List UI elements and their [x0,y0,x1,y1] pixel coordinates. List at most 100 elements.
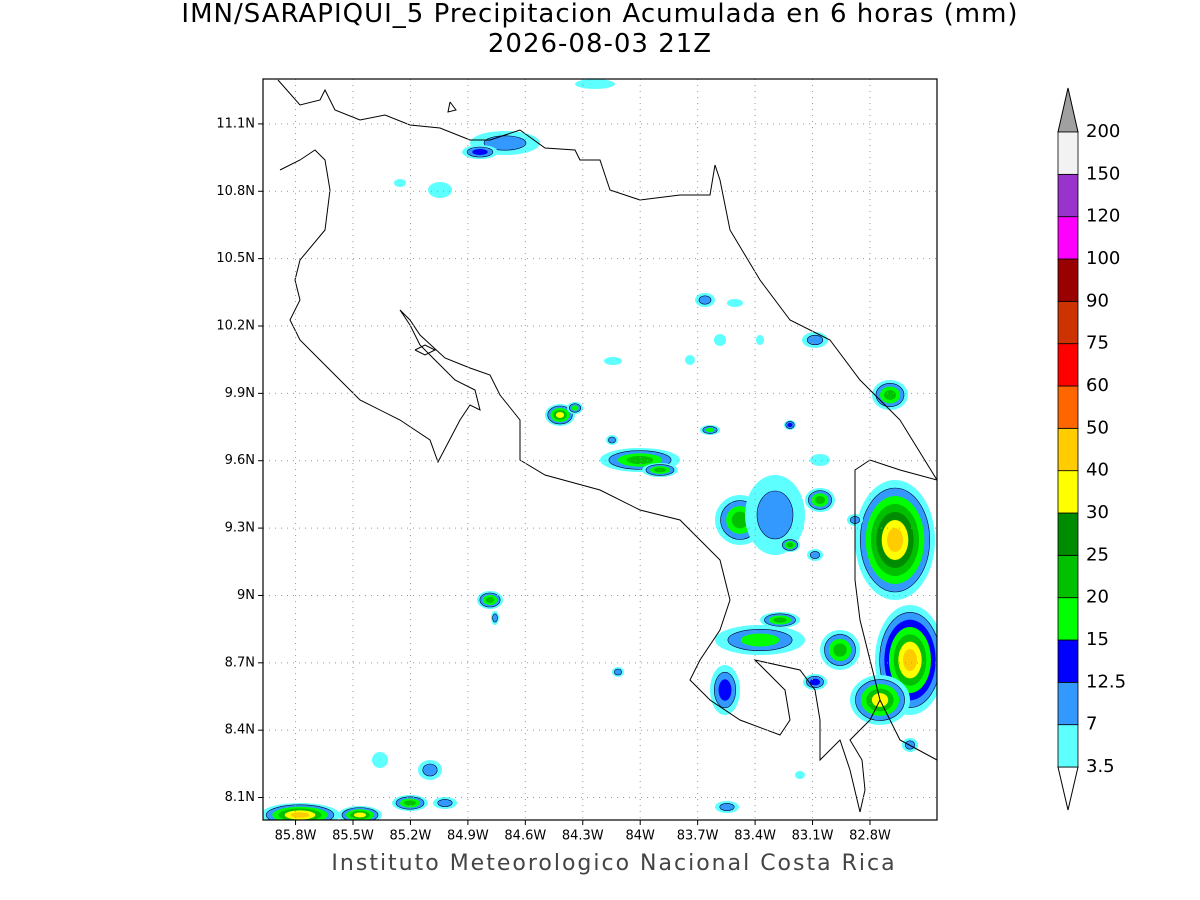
title: IMN/SARAPIQUI_5 Precipitacion Acumulada … [181,0,1018,29]
coastline [414,344,437,356]
colorbar-band [1057,427,1079,472]
precip-area [575,79,615,89]
precip-area [809,551,821,559]
y-tick-label: 9.9N [225,386,255,401]
precip-area [884,390,896,400]
coastline [277,79,937,481]
y-tick-label: 8.4N [225,723,255,738]
x-tick-label: 84W [626,829,656,844]
precip-area [555,412,565,418]
x-tick-label: 85.8W [275,829,317,844]
precip-area [756,490,794,540]
precip-area [773,617,787,623]
precip-area [719,803,735,811]
precip-area [290,812,310,818]
precip-area [731,511,749,529]
colorbar-band [1057,512,1079,556]
precip-area [654,467,666,473]
precip-area [756,335,764,345]
colorbar-label: 40 [1086,460,1109,481]
colorbar-label: 120 [1086,206,1120,227]
colorbar-band [1057,131,1079,175]
colorbar-label: 200 [1086,121,1120,142]
precip-area [718,679,732,701]
colorbar-min-arrow [1057,766,1079,811]
colorbar-band [1057,173,1079,218]
precip-area [786,542,794,548]
y-tick-label: 11.1N [216,116,255,131]
precip-area [483,135,527,151]
colorbar-label: 25 [1086,544,1109,565]
precip-area [714,334,726,346]
colorbar-label: 20 [1086,587,1109,608]
precip-area [795,771,805,779]
colorbar-band [1057,343,1079,387]
y-tick-label: 9.3N [225,521,255,536]
precip-area [727,299,743,307]
y-tick-label: 9N [237,588,255,603]
precip-area [787,422,793,428]
precip-area [404,800,416,806]
colorbar-label: 90 [1086,290,1109,311]
precip-area [903,649,917,671]
colorbar-band [1057,300,1079,345]
precip-area [394,179,406,187]
colorbar-label: 100 [1086,248,1120,269]
colorbar-band [1057,258,1079,302]
precip-area [604,357,622,365]
colorbar-band [1057,724,1079,768]
subtitle: 2026-08-03 21Z [488,29,712,59]
x-tick-label: 82.8W [849,829,891,844]
precip-area [806,334,824,346]
y-tick-label: 8.1N [225,790,255,805]
precip-area [833,643,847,657]
colorbar-label: 150 [1086,163,1120,184]
colorbar-label: 12.5 [1086,671,1126,692]
coastline [879,699,937,761]
colorbar-label: 3.5 [1086,756,1115,777]
x-tick-label: 83.1W [792,829,834,844]
map-frame [262,78,938,821]
y-tick-label: 9.6N [225,453,255,468]
colorbar-band [1057,639,1079,683]
precip-area [740,633,780,647]
coastline [279,149,937,813]
precip-area [809,678,821,686]
colorbar-band [1057,681,1079,726]
colorbar-label: 30 [1086,502,1109,523]
precip-area [472,149,488,155]
colorbar-band [1057,597,1079,641]
precip-area [428,182,452,198]
precip-area [887,528,903,552]
precip-area [485,597,495,603]
precip-area [492,613,498,623]
colorbar-label: 60 [1086,375,1109,396]
footer: Instituto Meteorologico Nacional Costa R… [331,851,896,876]
y-tick-label: 10.5N [216,251,255,266]
precip-area [614,668,622,676]
precip-area [698,295,712,305]
colorbar-label: 50 [1086,417,1109,438]
colorbar-max-arrow [1057,87,1079,133]
coastline [447,101,457,113]
x-tick-label: 85.5W [332,829,374,844]
precip-area [437,799,453,807]
precip-area [810,454,830,466]
colorbar-label: 15 [1086,629,1109,650]
x-tick-label: 84.3W [562,829,604,844]
y-tick-label: 10.8N [216,184,255,199]
x-tick-label: 84.9W [447,829,489,844]
map-layer [263,79,937,820]
precip-area [685,355,695,365]
colorbar-band [1057,554,1079,599]
x-tick-label: 83.4W [734,829,776,844]
precip-area [372,752,388,768]
precip-area [705,427,715,433]
colorbar-label: 7 [1086,714,1097,735]
x-tick-label: 85.2W [390,829,432,844]
y-tick-label: 10.2N [216,319,255,334]
colorbar-band [1057,470,1079,514]
precip-area [354,812,366,818]
x-tick-label: 83.7W [677,829,719,844]
